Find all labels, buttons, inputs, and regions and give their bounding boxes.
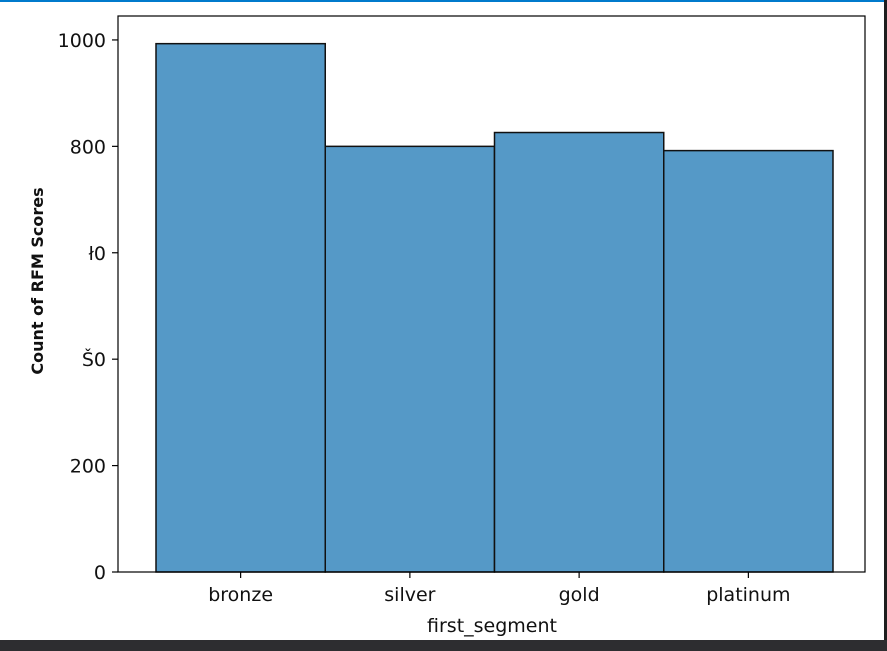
bar-platinum (663, 149, 834, 573)
bar-group (155, 42, 834, 573)
y-tick-label-0: 0 (94, 562, 106, 584)
x-tick-label-bronze: bronze (208, 584, 273, 606)
y-tick-label-400: Š0 (82, 347, 106, 371)
x-axis-label: first_segment (427, 615, 557, 637)
y-axis-label: Count of RFM Scores (28, 187, 47, 374)
x-axis: bronze silver gold platinum (208, 572, 791, 606)
x-tick-label-platinum: platinum (706, 584, 790, 606)
bar-gold (493, 131, 665, 573)
x-tick-label-gold: gold (559, 584, 600, 606)
x-tick-label-silver: silver (384, 584, 435, 606)
y-axis: 0 200 Š0 ł0 800 1000 (58, 30, 118, 584)
y-tick-label-200: 200 (70, 456, 106, 478)
y-tick-label-1000: 1000 (58, 30, 106, 52)
bar-bronze (155, 42, 326, 573)
y-tick-label-800: 800 (70, 136, 106, 158)
y-tick-label-600: ł0 (89, 243, 107, 265)
bar-silver (324, 145, 496, 573)
plot-frame (117, 15, 866, 573)
